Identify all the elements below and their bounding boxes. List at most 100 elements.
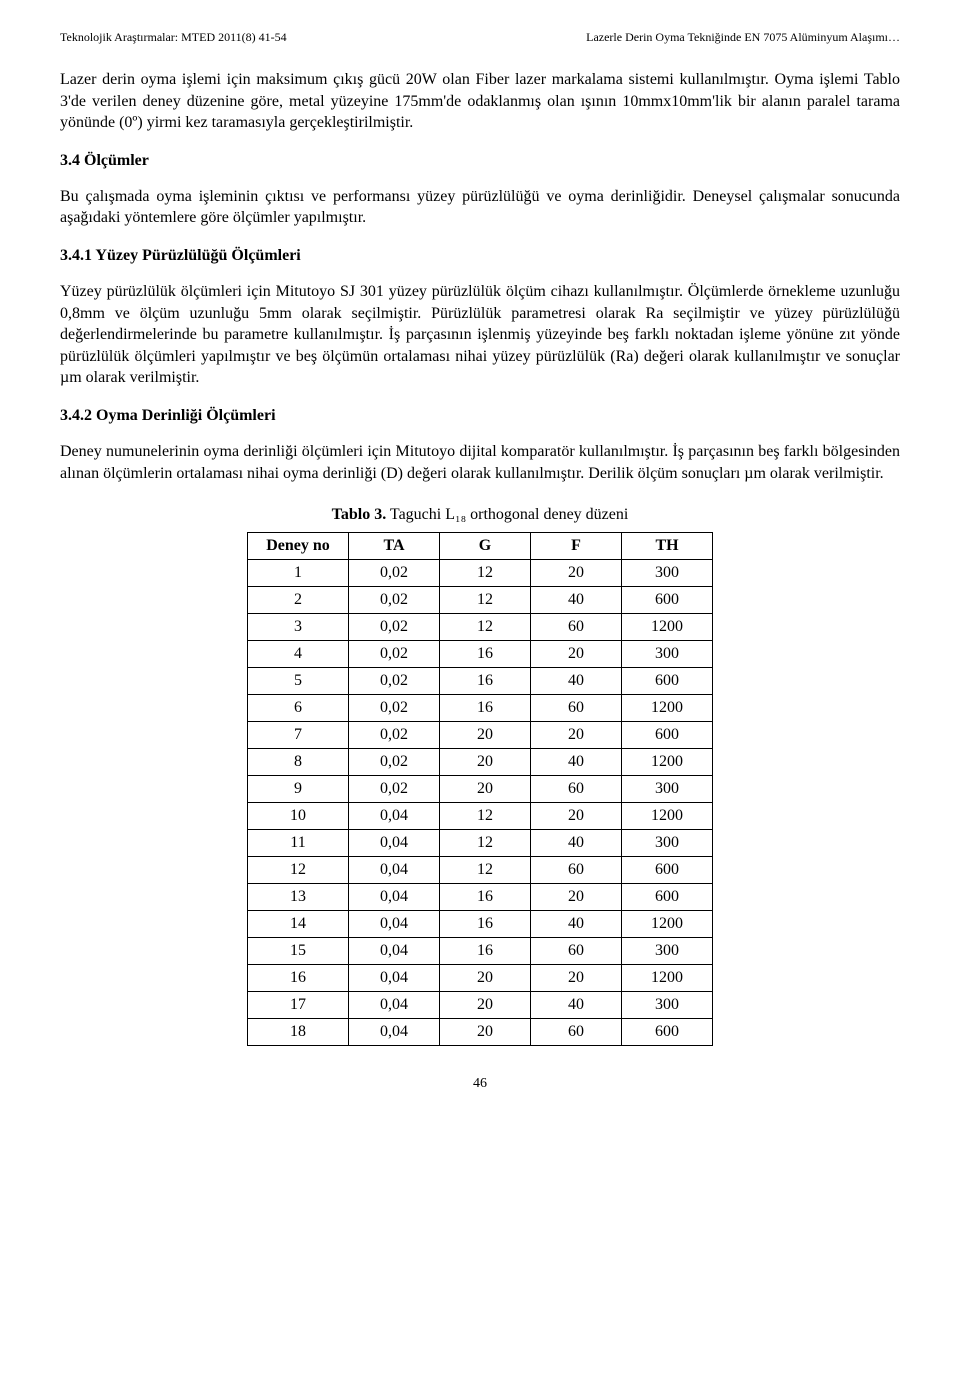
table-row: 10,021220300 — [248, 560, 713, 587]
table-caption: Tablo 3. Taguchi L₁₈ orthogonal deney dü… — [60, 506, 900, 524]
table-cell: 0,04 — [349, 884, 440, 911]
table-cell: 16 — [440, 695, 531, 722]
table-cell: 20 — [531, 722, 622, 749]
table-row: 90,022060300 — [248, 776, 713, 803]
table-row: 160,0420201200 — [248, 965, 713, 992]
table-cell: 12 — [440, 803, 531, 830]
table-row: 120,041260600 — [248, 857, 713, 884]
table-cell: 60 — [531, 1019, 622, 1046]
heading-3-4-1: 3.4.1 Yüzey Pürüzlülüğü Ölçümleri — [60, 247, 900, 265]
taguchi-table: Deney no TA G F TH 10,02122030020,021240… — [247, 532, 713, 1046]
table-cell: 300 — [622, 776, 713, 803]
table-cell: 0,04 — [349, 938, 440, 965]
table-cell: 8 — [248, 749, 349, 776]
table-cell: 12 — [248, 857, 349, 884]
table-cell: 0,04 — [349, 1019, 440, 1046]
table-cell: 0,02 — [349, 776, 440, 803]
table-cell: 9 — [248, 776, 349, 803]
table-row: 80,0220401200 — [248, 749, 713, 776]
table-cell: 0,02 — [349, 722, 440, 749]
table-cell: 300 — [622, 641, 713, 668]
table-cell: 0,02 — [349, 668, 440, 695]
table-cell: 0,02 — [349, 695, 440, 722]
table-cell: 20 — [531, 560, 622, 587]
table-cell: 18 — [248, 1019, 349, 1046]
table-cell: 300 — [622, 938, 713, 965]
table-cell: 5 — [248, 668, 349, 695]
table-cell: 1200 — [622, 749, 713, 776]
table-cell: 0,04 — [349, 857, 440, 884]
paragraph-3-4-2: Deney numunelerinin oyma derinliği ölçüm… — [60, 441, 900, 484]
table-cell: 300 — [622, 830, 713, 857]
table-cell: 20 — [531, 965, 622, 992]
header-right: Lazerle Derin Oyma Tekniğinde EN 7075 Al… — [586, 30, 900, 45]
table-row: 70,022020600 — [248, 722, 713, 749]
table-cell: 0,04 — [349, 830, 440, 857]
table-cell: 10 — [248, 803, 349, 830]
table-cell: 600 — [622, 884, 713, 911]
table-cell: 0,02 — [349, 560, 440, 587]
table-cell: 300 — [622, 992, 713, 1019]
table-cell: 40 — [531, 992, 622, 1019]
table-row: 150,041660300 — [248, 938, 713, 965]
col-header-f: F — [531, 533, 622, 560]
table-cell: 15 — [248, 938, 349, 965]
table-cell: 0,04 — [349, 911, 440, 938]
paragraph-intro: Lazer derin oyma işlemi için maksimum çı… — [60, 69, 900, 134]
table-row: 130,041620600 — [248, 884, 713, 911]
table-cell: 12 — [440, 560, 531, 587]
table-cell: 20 — [531, 884, 622, 911]
col-header-ta: TA — [349, 533, 440, 560]
paragraph-3-4-1: Yüzey pürüzlülük ölçümleri için Mitutoyo… — [60, 281, 900, 389]
table-cell: 0,04 — [349, 965, 440, 992]
table-cell: 20 — [440, 776, 531, 803]
table-row: 20,021240600 — [248, 587, 713, 614]
table-cell: 600 — [622, 1019, 713, 1046]
table-cell: 300 — [622, 560, 713, 587]
table-cell: 40 — [531, 749, 622, 776]
heading-3-4-2: 3.4.2 Oyma Derinliği Ölçümleri — [60, 407, 900, 425]
table-cell: 40 — [531, 587, 622, 614]
table-cell: 14 — [248, 911, 349, 938]
table-cell: 600 — [622, 587, 713, 614]
table-cell: 20 — [440, 1019, 531, 1046]
table-cell: 20 — [440, 992, 531, 1019]
table-cell: 2 — [248, 587, 349, 614]
col-header-deney: Deney no — [248, 533, 349, 560]
table-caption-text: Taguchi L₁₈ orthogonal deney düzeni — [386, 506, 628, 523]
table-cell: 20 — [531, 803, 622, 830]
table-cell: 16 — [440, 938, 531, 965]
table-cell: 40 — [531, 830, 622, 857]
table-cell: 11 — [248, 830, 349, 857]
page-number: 46 — [60, 1076, 900, 1092]
table-cell: 1200 — [622, 803, 713, 830]
table-body: 10,02122030020,02124060030,021260120040,… — [248, 560, 713, 1046]
table-row: 30,0212601200 — [248, 614, 713, 641]
table-cell: 20 — [440, 722, 531, 749]
table-row: 50,021640600 — [248, 668, 713, 695]
table-cell: 0,04 — [349, 992, 440, 1019]
paragraph-3-4: Bu çalışmada oyma işleminin çıktısı ve p… — [60, 186, 900, 229]
table-cell: 7 — [248, 722, 349, 749]
table-cell: 60 — [531, 614, 622, 641]
table-cell: 60 — [531, 857, 622, 884]
table-cell: 16 — [440, 911, 531, 938]
table-cell: 1200 — [622, 965, 713, 992]
table-cell: 60 — [531, 938, 622, 965]
table-row: 60,0216601200 — [248, 695, 713, 722]
table-cell: 1200 — [622, 695, 713, 722]
table-cell: 13 — [248, 884, 349, 911]
header-left: Teknolojik Araştırmalar: MTED 2011(8) 41… — [60, 30, 287, 45]
table-cell: 1200 — [622, 911, 713, 938]
table-cell: 1 — [248, 560, 349, 587]
table-cell: 0,02 — [349, 587, 440, 614]
table-cell: 20 — [531, 641, 622, 668]
table-cell: 16 — [440, 641, 531, 668]
table-cell: 0,02 — [349, 614, 440, 641]
table-cell: 16 — [440, 884, 531, 911]
table-cell: 12 — [440, 857, 531, 884]
table-row: 170,042040300 — [248, 992, 713, 1019]
col-header-th: TH — [622, 533, 713, 560]
table-cell: 6 — [248, 695, 349, 722]
heading-3-4: 3.4 Ölçümler — [60, 152, 900, 170]
